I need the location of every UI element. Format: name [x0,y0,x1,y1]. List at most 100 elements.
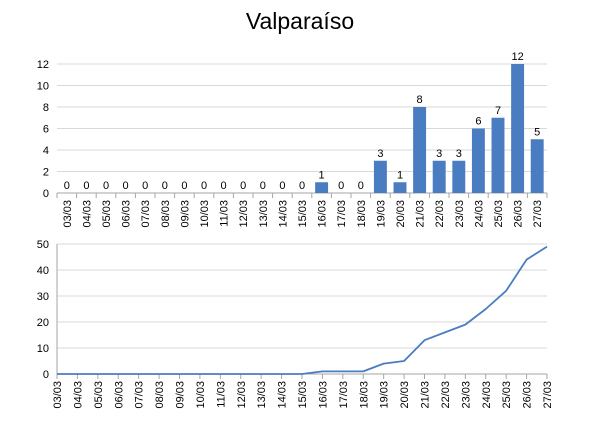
y-tick-label: 50 [37,239,49,251]
bar [413,107,427,193]
data-label: 0 [83,180,89,192]
x-tick-label: 10/03 [195,381,207,409]
x-tick-label: 24/03 [481,381,493,409]
x-tick-label: 04/03 [81,200,93,228]
y-tick-label: 10 [37,81,49,93]
x-tick-label: 20/03 [395,200,407,228]
x-tick-label: 27/03 [532,200,544,228]
y-tick-label: 30 [37,291,49,303]
x-tick-label: 13/03 [256,381,268,409]
x-tick-label: 17/03 [336,200,348,228]
x-tick-label: 21/03 [415,200,427,228]
x-tick-label: 26/03 [522,381,534,409]
data-label: 0 [358,180,364,192]
bar [452,160,466,193]
x-tick-label: 21/03 [420,381,432,409]
x-tick-label: 04/03 [72,381,84,409]
x-tick-label: 23/03 [454,200,466,228]
y-tick-label: 0 [43,369,49,381]
bar [530,139,544,193]
bar [315,182,329,193]
data-label: 3 [456,148,462,160]
bar [432,160,446,193]
bar [373,160,387,193]
x-tick-label: 07/03 [140,200,152,228]
y-tick-label: 2 [43,167,49,179]
x-tick-label: 19/03 [379,381,391,409]
bar [471,128,485,193]
x-tick-label: 19/03 [375,200,387,228]
x-tick-label: 13/03 [258,200,270,228]
x-tick-label: 12/03 [236,381,248,409]
data-label: 12 [511,51,523,63]
data-label: 5 [534,126,540,138]
x-tick-label: 27/03 [542,381,554,409]
data-label: 0 [201,180,207,192]
bar [393,182,407,193]
x-tick-label: 26/03 [513,200,525,228]
chart-title: Valparaíso [245,8,355,34]
series-line [57,245,548,375]
x-tick-label: 06/03 [121,200,133,228]
x-tick-label: 16/03 [317,200,329,228]
data-label: 0 [103,180,109,192]
x-tick-label: 16/03 [317,381,329,409]
x-tick-label: 17/03 [338,381,350,409]
x-tick-label: 06/03 [113,381,125,409]
y-tick-label: 12 [37,59,49,71]
x-tick-label: 18/03 [356,200,368,228]
x-tick-label: 12/03 [238,200,250,228]
y-tick-label: 8 [43,102,49,114]
y-tick-label: 20 [37,317,49,329]
y-tick-label: 40 [37,265,49,277]
data-label: 1 [397,169,403,181]
data-label: 0 [240,180,246,192]
x-tick-label: 07/03 [134,381,146,409]
y-tick-label: 4 [43,145,49,157]
data-label: 8 [417,94,423,106]
x-tick-label: 25/03 [493,200,505,228]
x-tick-label: 10/03 [199,200,211,228]
x-tick-label: 18/03 [358,381,370,409]
x-tick-label: 03/03 [62,200,74,228]
data-label: 7 [495,105,501,117]
x-tick-label: 22/03 [434,200,446,228]
x-tick-label: 22/03 [440,381,452,409]
x-tick-label: 11/03 [215,381,227,408]
x-tick-label: 03/03 [52,381,64,409]
x-tick-label: 23/03 [460,381,472,409]
data-label: 0 [162,180,168,192]
x-tick-label: 14/03 [277,381,289,409]
data-label: 1 [319,169,325,181]
y-tick-label: 10 [37,343,49,355]
data-label: 0 [64,180,70,192]
x-tick-label: 08/03 [154,381,166,409]
x-tick-label: 05/03 [101,200,113,228]
data-label: 0 [260,180,266,192]
data-label: 0 [142,180,148,192]
y-tick-label: 0 [43,188,49,200]
x-tick-label: 09/03 [175,381,187,409]
data-label: 3 [436,148,442,160]
data-label: 0 [299,180,305,192]
data-label: 0 [123,180,129,192]
x-tick-label: 15/03 [297,381,309,409]
x-tick-label: 15/03 [297,200,309,228]
x-tick-label: 11/03 [219,200,231,227]
x-tick-label: 08/03 [160,200,172,228]
data-label: 6 [475,116,481,128]
x-tick-label: 05/03 [93,381,105,409]
data-label: 0 [279,180,285,192]
x-tick-label: 25/03 [501,381,513,409]
bar [491,117,505,193]
x-tick-label: 20/03 [399,381,411,409]
data-label: 0 [221,180,227,192]
x-tick-label: 14/03 [277,200,289,228]
y-tick-label: 6 [43,124,49,136]
x-tick-label: 24/03 [473,200,485,228]
x-tick-label: 09/03 [179,200,191,228]
bar [511,64,525,193]
data-label: 3 [377,148,383,160]
